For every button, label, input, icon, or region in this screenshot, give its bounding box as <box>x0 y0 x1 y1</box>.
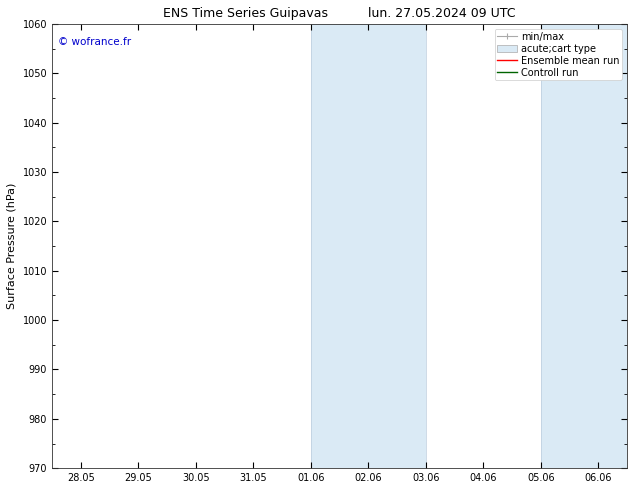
Legend: min/max, acute;cart type, Ensemble mean run, Controll run: min/max, acute;cart type, Ensemble mean … <box>495 29 622 80</box>
Title: ENS Time Series Guipavas          lun. 27.05.2024 09 UTC: ENS Time Series Guipavas lun. 27.05.2024… <box>164 7 516 20</box>
Bar <box>311 24 426 468</box>
Text: © wofrance.fr: © wofrance.fr <box>58 37 131 47</box>
Y-axis label: Surface Pressure (hPa): Surface Pressure (hPa) <box>7 183 17 309</box>
Bar <box>541 24 627 468</box>
